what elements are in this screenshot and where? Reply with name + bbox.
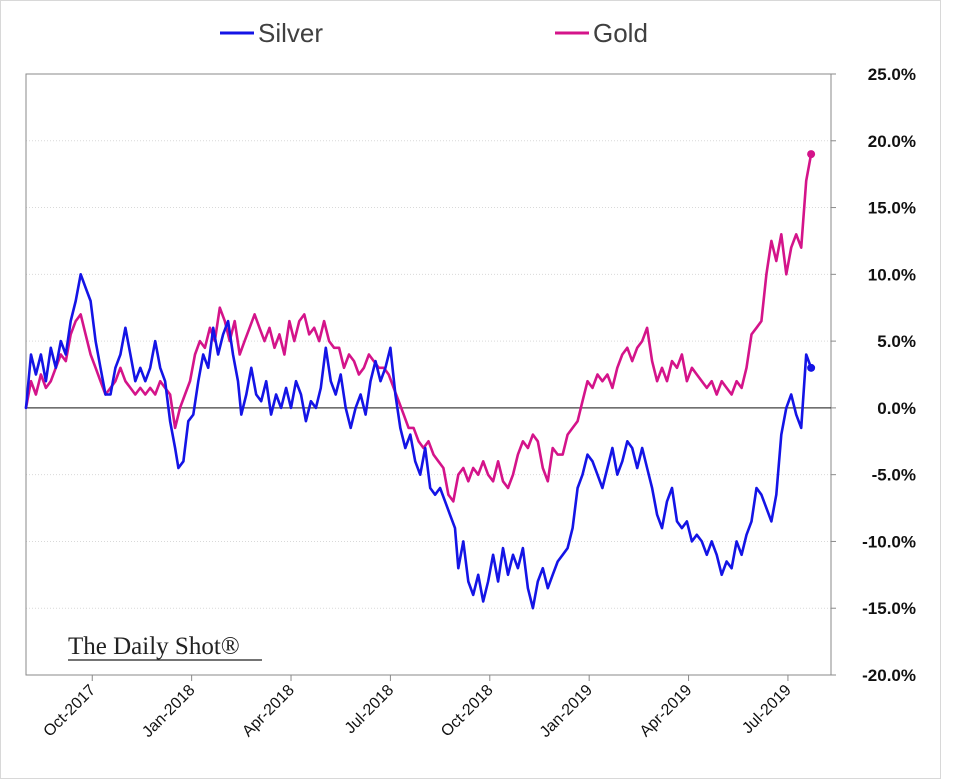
plot-area <box>25 73 832 676</box>
y-tick-label: -5.0% <box>872 466 916 485</box>
series-line-gold <box>24 152 813 503</box>
y-tick-label: 0.0% <box>877 399 916 418</box>
series-lines <box>24 150 816 610</box>
series-line-silver <box>24 273 813 610</box>
y-tick-label: 10.0% <box>868 265 916 284</box>
y-tick-label: -15.0% <box>862 599 916 618</box>
y-tick-label: 15.0% <box>868 199 916 218</box>
y-tick-label: -10.0% <box>862 532 916 551</box>
y-axis: 25.0% 20.0% 15.0% 10.0% 5.0% 0.0% -5.0% -10.0% -… <box>831 65 916 685</box>
series-endpoint-gold <box>807 150 816 159</box>
legend: Silver Gold <box>220 18 648 48</box>
legend-label-gold: Gold <box>593 18 648 48</box>
y-tick-label: 25.0% <box>868 65 916 84</box>
y-tick-label: 20.0% <box>868 132 916 151</box>
series-endpoint-silver <box>807 363 816 372</box>
legend-label-silver: Silver <box>258 18 323 48</box>
y-tick-label: 5.0% <box>877 332 916 351</box>
y-tick-label: -20.0% <box>862 666 916 685</box>
watermark: The Daily Shot® <box>68 633 240 660</box>
